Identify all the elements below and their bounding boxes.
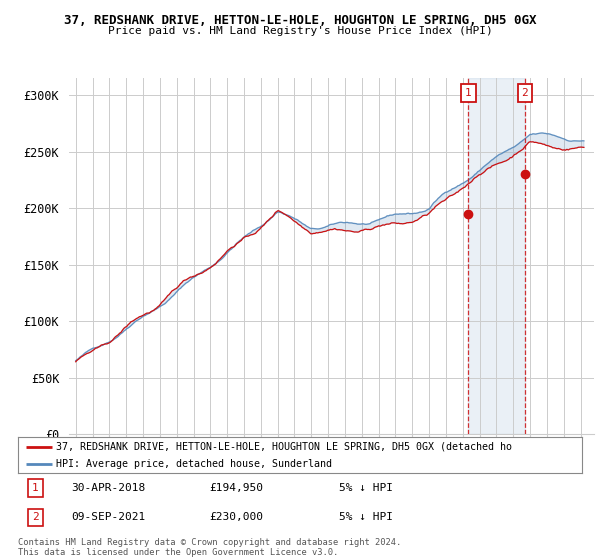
Text: £230,000: £230,000 xyxy=(210,512,264,522)
Text: Price paid vs. HM Land Registry's House Price Index (HPI): Price paid vs. HM Land Registry's House … xyxy=(107,26,493,36)
Bar xyxy=(469,78,525,434)
Text: 37, REDSHANK DRIVE, HETTON-LE-HOLE, HOUGHTON LE SPRING, DH5 0GX: 37, REDSHANK DRIVE, HETTON-LE-HOLE, HOUG… xyxy=(64,14,536,27)
Text: HPI: Average price, detached house, Sunderland: HPI: Average price, detached house, Sund… xyxy=(56,459,332,469)
Text: 5% ↓ HPI: 5% ↓ HPI xyxy=(340,483,394,493)
Text: 09-SEP-2021: 09-SEP-2021 xyxy=(71,512,146,522)
Text: Contains HM Land Registry data © Crown copyright and database right 2024.
This d: Contains HM Land Registry data © Crown c… xyxy=(18,538,401,557)
Text: 5% ↓ HPI: 5% ↓ HPI xyxy=(340,512,394,522)
Text: 2: 2 xyxy=(521,88,528,98)
Text: 1: 1 xyxy=(32,483,39,493)
Text: 1: 1 xyxy=(465,88,472,98)
Text: 37, REDSHANK DRIVE, HETTON-LE-HOLE, HOUGHTON LE SPRING, DH5 0GX (detached ho: 37, REDSHANK DRIVE, HETTON-LE-HOLE, HOUG… xyxy=(56,442,512,452)
Text: 30-APR-2018: 30-APR-2018 xyxy=(71,483,146,493)
Text: 2: 2 xyxy=(32,512,39,522)
Text: £194,950: £194,950 xyxy=(210,483,264,493)
